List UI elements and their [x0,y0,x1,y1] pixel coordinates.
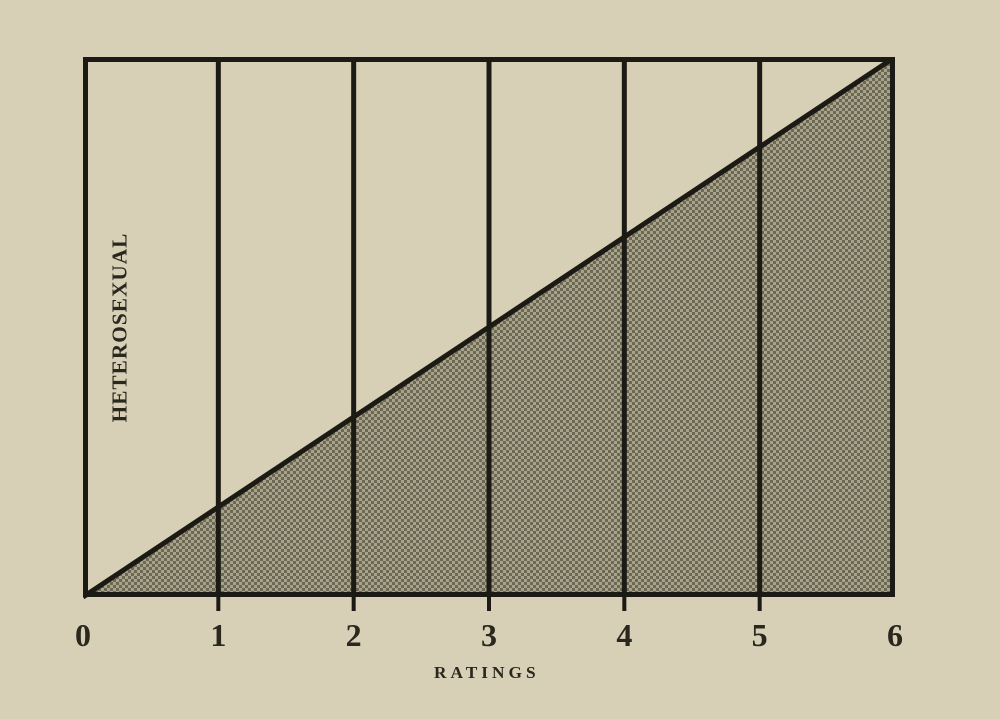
chart-plot-area [83,57,895,613]
x-tick-2: 2 [334,617,374,654]
page-root: HETEROSEXUAL HOMOSEXUAL 0 1 2 3 4 5 6 RA… [0,0,1000,719]
x-tick-0: 0 [63,617,103,654]
x-tick-6: 6 [875,617,915,654]
x-tick-5: 5 [740,617,780,654]
x-tick-4: 4 [604,617,644,654]
x-axis-label: RATINGS [434,663,540,683]
x-tick-3: 3 [469,617,509,654]
x-tick-1: 1 [198,617,238,654]
chart-svg [83,57,895,613]
